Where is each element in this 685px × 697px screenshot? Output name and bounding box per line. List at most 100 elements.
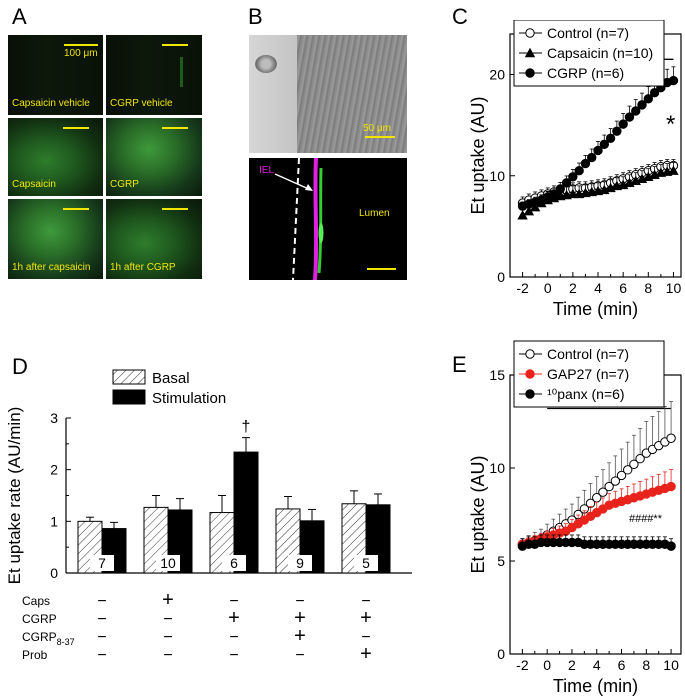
y-axis-label: Et uptake (AU): [468, 455, 488, 573]
data-point-2: [624, 112, 635, 122]
legend-label: CGRP (n=6): [547, 65, 624, 81]
micrograph-1h-after-capsaicin: 1h after capsaicin: [8, 199, 103, 279]
bar-stimulation: [233, 451, 259, 574]
x-tick-label: 10: [666, 280, 682, 296]
legend-marker: [524, 47, 536, 58]
legend-label: Control (n=7): [547, 25, 629, 41]
data-point-2: [574, 165, 584, 176]
data-point-2: [649, 88, 660, 98]
significance-asterisk: *: [666, 111, 675, 138]
data-point-2: [549, 189, 559, 199]
n-label-bg: [156, 555, 180, 571]
y-tick-label: 1: [50, 513, 58, 529]
significance-marks: ####**: [629, 513, 663, 525]
x-tick-label: 4: [594, 280, 602, 296]
legend-marker: [525, 28, 535, 38]
y-tick-label: 3: [50, 410, 58, 426]
x-tick-label: -2: [516, 657, 529, 673]
data-point-2: [561, 178, 572, 188]
chart-d: 0 1 2 3 Et uptake rate (AU/min) Basal Stimulat…: [5, 369, 412, 665]
condition-label: CGRP: [22, 612, 57, 626]
data-point-2: [568, 172, 578, 182]
condition-value: −: [163, 629, 172, 646]
legend-swatch-stimulation: [112, 389, 146, 405]
y-tick-label: 20: [489, 67, 505, 83]
micrograph-caption: 1h after capsaicin: [12, 262, 91, 273]
data-point-0: [598, 487, 608, 497]
legend-label-stimulation: Stimulation: [152, 390, 226, 407]
data-point-2: [643, 94, 654, 104]
data-point-2: [580, 158, 591, 169]
data-point-2: [587, 152, 597, 163]
data-point-2: [618, 119, 628, 129]
condition-value: +: [162, 589, 174, 611]
condition-value: +: [294, 607, 306, 629]
iel-magenta-band: [313, 158, 319, 280]
condition-value: −: [97, 647, 106, 664]
x-tick-label: 8: [642, 657, 650, 673]
condition-value: −: [97, 611, 106, 628]
data-point-1: [517, 210, 528, 220]
condition-value: −: [163, 647, 172, 664]
condition-value: −: [229, 647, 238, 664]
x-tick-label: -2: [516, 280, 529, 296]
y-tick-label: 2: [50, 462, 58, 478]
condition-value: −: [229, 593, 238, 610]
x-axis-label: Time (min): [553, 299, 638, 319]
condition-value: +: [294, 625, 306, 647]
micrograph-cgrp: CGRP: [106, 118, 202, 196]
y-axis-label: Et uptake (AU): [468, 96, 488, 214]
condition-value: −: [361, 593, 370, 610]
data-point-0: [610, 476, 621, 486]
micrograph-caption: 1h after CGRP: [110, 262, 176, 273]
condition-label: CGRP8-37: [22, 630, 75, 647]
x-tick-label: 6: [618, 657, 626, 673]
y-tick-label: 5: [497, 553, 505, 569]
legend-swatch-basal: [112, 369, 146, 385]
lumen-label: Lumen: [359, 208, 390, 219]
data-point-2: [666, 541, 676, 551]
scale-bar: [63, 127, 89, 129]
micrograph-1h-after-cgrp: 1h after CGRP: [106, 199, 202, 279]
data-point-0: [666, 433, 676, 443]
condition-value: −: [97, 629, 106, 646]
data-point-2: [631, 106, 641, 116]
n-label: 9: [296, 555, 304, 571]
significance-dagger: †: [242, 419, 251, 436]
n-label: 6: [230, 555, 238, 571]
scale-bar-label: 50 μm: [363, 123, 391, 134]
data-point-0: [629, 459, 639, 469]
micrograph-cgrp-vehicle: CGRP vehicle: [106, 35, 202, 115]
data-point-2: [637, 100, 647, 110]
x-tick-label: 2: [568, 657, 576, 673]
condition-value: +: [360, 643, 372, 665]
scale-bar: [63, 208, 89, 210]
condition-label-base: CGRP: [22, 630, 57, 644]
legend-label-basal: Basal: [152, 370, 190, 387]
data-point-1: [668, 165, 679, 175]
x-tick-label: 0: [543, 657, 551, 673]
n-label-bg: [90, 555, 114, 571]
condition-label: Caps: [22, 594, 50, 608]
micrograph-caption: CGRP: [110, 179, 139, 190]
legend-marker: [525, 369, 535, 379]
condition-value: +: [360, 607, 372, 629]
data-point-1: [523, 205, 535, 216]
scale-bar: [162, 208, 188, 210]
scale-bar-label: 100 μm: [64, 48, 98, 59]
scale-bar: [162, 127, 188, 129]
micrograph-capsaicin: Capsaicin: [8, 118, 103, 196]
y-tick-label: 0: [497, 269, 505, 285]
x-tick-label: 0: [544, 280, 552, 296]
n-label-bg: [288, 555, 312, 571]
fluorescence-overlay: [274, 158, 396, 280]
x-axis-label: Time (min): [553, 676, 638, 696]
condition-value: +: [228, 607, 240, 629]
condition-label-subscript: 8-37: [57, 637, 75, 647]
data-point-2: [599, 139, 610, 150]
y-tick-label: 10: [489, 168, 505, 184]
micrograph-caption: Capsaicin vehicle: [12, 98, 90, 109]
condition-value: −: [295, 647, 304, 664]
condition-value: −: [361, 629, 370, 646]
x-tick-label: 4: [593, 657, 601, 673]
